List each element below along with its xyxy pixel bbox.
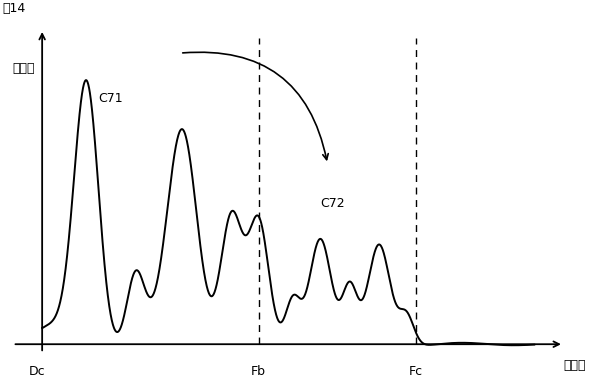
Text: C71: C71 [99, 91, 124, 105]
Text: C72: C72 [320, 197, 345, 210]
Text: 周波数: 周波数 [564, 359, 586, 372]
Text: Dc: Dc [29, 365, 46, 378]
Text: 図14: 図14 [3, 2, 26, 15]
Text: Fb: Fb [251, 365, 266, 378]
Text: Fc: Fc [409, 365, 423, 378]
Text: レベル: レベル [12, 62, 35, 74]
